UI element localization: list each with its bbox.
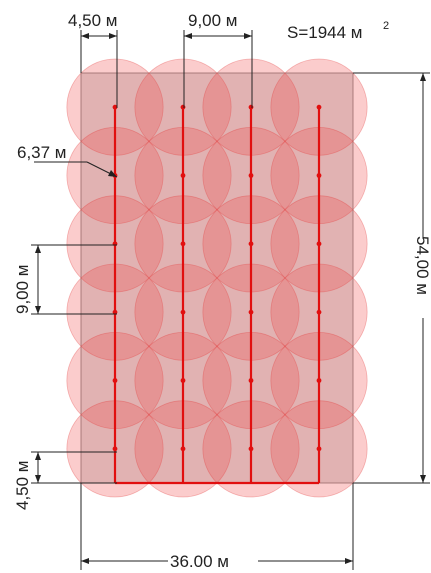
coverage-circles <box>66 58 368 498</box>
sprinkler-head <box>248 173 254 178</box>
sprinkler-head <box>248 241 254 247</box>
spacing-full-label: 9,00 м <box>188 11 238 30</box>
sprinkler-head <box>316 378 322 383</box>
width-total-label: 36.00 м <box>170 552 229 571</box>
sprinkler-head <box>180 104 186 110</box>
radius-label: 6,37 м <box>17 143 67 162</box>
sprinkler-head <box>180 173 186 178</box>
dimension-height-total: 54,00 м <box>353 72 431 484</box>
dimension-spacing-vertical: 9,00 м <box>13 244 117 315</box>
sprinkler-head <box>180 241 186 247</box>
sprinkler-head <box>316 104 322 110</box>
dimension-spacing-half: 4,50 м <box>68 11 118 108</box>
sprinkler-heads <box>112 104 322 452</box>
sprinkler-head <box>180 446 186 452</box>
spacing-half-label: 4,50 м <box>68 11 118 30</box>
pipe-network <box>113 107 321 485</box>
sprinkler-head <box>180 309 186 315</box>
area-label: S=1944 м <box>287 23 363 42</box>
sprinkler-head <box>316 446 322 452</box>
area-annotation: S=1944 м 2 <box>287 20 389 42</box>
sprinkler-head <box>248 378 254 383</box>
sprinkler-head <box>112 446 118 452</box>
spacing-vertical-label: 9,00 м <box>13 265 32 315</box>
sprinkler-head <box>248 104 254 110</box>
protected-area <box>80 72 354 484</box>
half-bottom-label: 4,50 м <box>13 461 32 511</box>
dimension-half-bottom: 4,50 м <box>13 451 117 511</box>
sprinkler-head <box>316 309 322 315</box>
sprinkler-head <box>180 378 186 383</box>
dimension-radius: 6,37 м <box>17 143 118 178</box>
sprinkler-head <box>112 104 118 110</box>
dimension-spacing-full: 9,00 м <box>183 11 253 108</box>
sprinkler-head <box>248 309 254 315</box>
sprinkler-head <box>248 446 254 452</box>
sprinkler-head <box>316 173 322 178</box>
area-exponent: 2 <box>383 20 389 32</box>
dimension-width-total: 36.00 м <box>80 483 354 571</box>
sprinkler-head <box>112 309 118 315</box>
sprinkler-head <box>112 378 118 383</box>
sprinkler-head <box>112 241 118 247</box>
sprinkler-head <box>316 241 322 247</box>
height-total-label: 54,00 м <box>413 236 431 295</box>
